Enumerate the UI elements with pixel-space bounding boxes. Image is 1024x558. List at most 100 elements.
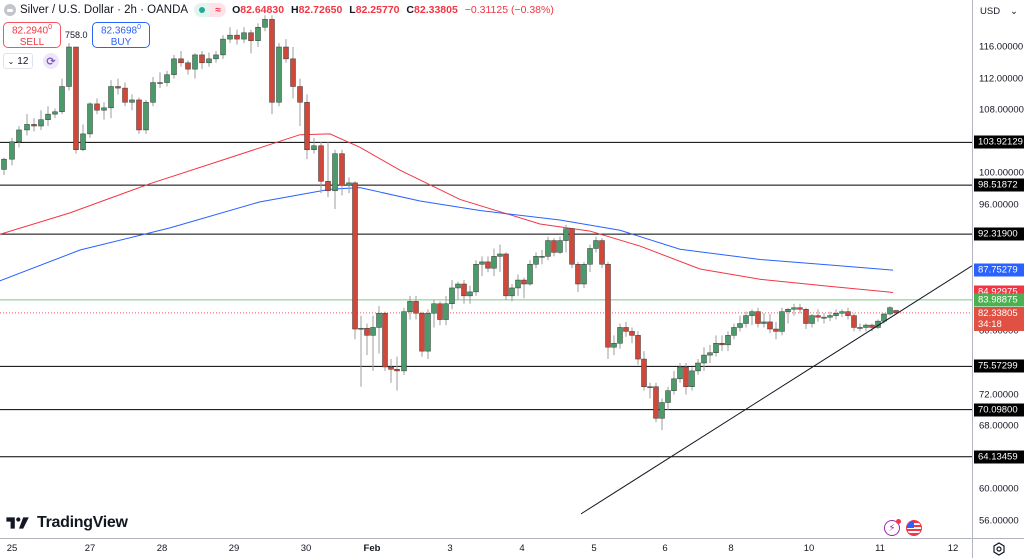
candle-up xyxy=(539,256,545,258)
candle-up xyxy=(593,240,599,249)
candlestick-chart[interactable] xyxy=(0,0,973,538)
moving-average-fast xyxy=(0,133,894,293)
time-tick-label: 11 xyxy=(875,543,885,554)
tradingview-watermark[interactable]: TradingView xyxy=(6,514,128,532)
sync-icon[interactable]: ⟳ xyxy=(43,53,59,69)
candle-down xyxy=(551,240,557,253)
us-economic-event-icon[interactable] xyxy=(906,520,922,536)
candle-up xyxy=(701,354,707,364)
candle-down xyxy=(388,366,394,370)
candle-down xyxy=(419,312,425,352)
candle-up xyxy=(557,240,563,253)
candle-up xyxy=(192,54,198,70)
news-event-icon[interactable]: ⚡ xyxy=(884,519,901,536)
candle-up xyxy=(497,253,503,257)
candle-up xyxy=(164,74,170,83)
candle-down xyxy=(394,369,400,372)
candle-up xyxy=(707,352,713,356)
candle-up xyxy=(101,107,107,111)
candle-up xyxy=(66,46,72,87)
candle-up xyxy=(443,303,449,320)
candle-down xyxy=(304,102,310,150)
chevron-down-icon: ⌄ xyxy=(7,56,15,66)
candle-down xyxy=(136,99,142,131)
candle-up xyxy=(689,370,695,387)
buy-button[interactable]: 82.36980 BUY xyxy=(92,22,150,48)
sell-label: SELL xyxy=(19,36,45,48)
candle-up xyxy=(749,311,755,316)
candle-down xyxy=(248,32,254,41)
currency-selector[interactable]: USD ⌄ xyxy=(977,3,1021,19)
time-tick-label: 8 xyxy=(728,543,734,554)
symbol-title[interactable]: Silver / U.S. Dollar · 2h · OANDA xyxy=(20,4,189,16)
time-tick-label: 6 xyxy=(662,543,668,554)
delayed-data-icon: ≈ xyxy=(210,3,227,17)
candle-down xyxy=(815,315,821,318)
chart-plot-area[interactable]: Silver / U.S. Dollar · 2h · OANDA ≈ O82.… xyxy=(0,0,973,538)
candle-up xyxy=(370,327,376,336)
price-level-label: 64.13459 xyxy=(974,450,1024,464)
quantity-dropdown[interactable]: ⌄ 12 xyxy=(3,53,33,69)
candle-up xyxy=(241,32,247,40)
candle-down xyxy=(869,324,875,328)
candle-up xyxy=(227,34,233,40)
candle-down xyxy=(364,327,370,336)
candle-down xyxy=(283,46,289,60)
candle-up xyxy=(346,182,352,186)
candle-down xyxy=(755,311,761,324)
candle-up xyxy=(515,279,521,289)
price-tick-label: 72.00000 xyxy=(979,389,1019,401)
candle-up xyxy=(491,256,497,269)
candle-up xyxy=(16,129,22,143)
time-tick-label: 25 xyxy=(6,543,18,554)
time-tick-label: 5 xyxy=(591,543,597,554)
candle-down xyxy=(569,228,575,265)
candle-up xyxy=(713,343,719,353)
candle-up xyxy=(581,264,587,285)
candle-up xyxy=(509,287,515,297)
candle-up xyxy=(725,335,731,346)
chart-settings-button[interactable] xyxy=(972,538,1024,558)
chart-events: ⚡ xyxy=(884,519,922,536)
price-level-label: 87.75279 xyxy=(974,263,1024,277)
low-value: 82.25770 xyxy=(355,4,400,16)
currency-label: USD xyxy=(980,5,1001,17)
candle-up xyxy=(863,324,869,328)
current-price-value: 82.33805 xyxy=(978,307,1018,319)
candle-up xyxy=(791,307,797,310)
close-value: 82.33805 xyxy=(414,4,458,16)
buy-label: BUY xyxy=(110,36,132,48)
time-axis[interactable]: 25 27 28 29 30 Feb 3 4 5 6 8 10 11 12 xyxy=(0,538,972,558)
market-status[interactable]: ≈ xyxy=(194,3,227,17)
candle-down xyxy=(719,343,725,346)
candle-down xyxy=(122,87,128,103)
candle-up xyxy=(587,248,593,265)
candle-up xyxy=(827,315,833,318)
candle-down xyxy=(845,311,851,316)
sell-button[interactable]: 82.29400 SELL xyxy=(3,22,61,48)
candle-down xyxy=(73,46,79,150)
candle-up xyxy=(431,303,437,314)
candle-down xyxy=(683,366,689,387)
candle-up xyxy=(671,378,677,391)
time-tick-label: 29 xyxy=(228,543,240,554)
candle-down xyxy=(31,124,37,127)
chevron-down-icon: ⌄ xyxy=(1010,5,1018,17)
candle-up xyxy=(276,46,282,103)
candle-down xyxy=(178,58,184,64)
candle-down xyxy=(851,315,857,328)
price-axis[interactable]: USD ⌄ 116.00000 112.00000 108.00000 100.000… xyxy=(972,0,1024,538)
time-tick-label: 12 xyxy=(947,543,959,554)
candle-up xyxy=(52,111,58,115)
candle-down xyxy=(94,103,100,111)
candle-down xyxy=(485,261,491,269)
candle-down xyxy=(199,54,205,64)
candle-up xyxy=(839,311,845,314)
candle-down xyxy=(290,58,296,87)
candle-up xyxy=(743,315,749,324)
ohlc-values: O82.64830 H82.72650 L82.25770 C82.33805 … xyxy=(232,4,558,16)
open-value: 82.64830 xyxy=(240,4,285,16)
candle-down xyxy=(641,358,647,387)
price-tick-label: 56.00000 xyxy=(979,515,1019,527)
time-tick-label: Feb xyxy=(363,543,381,554)
